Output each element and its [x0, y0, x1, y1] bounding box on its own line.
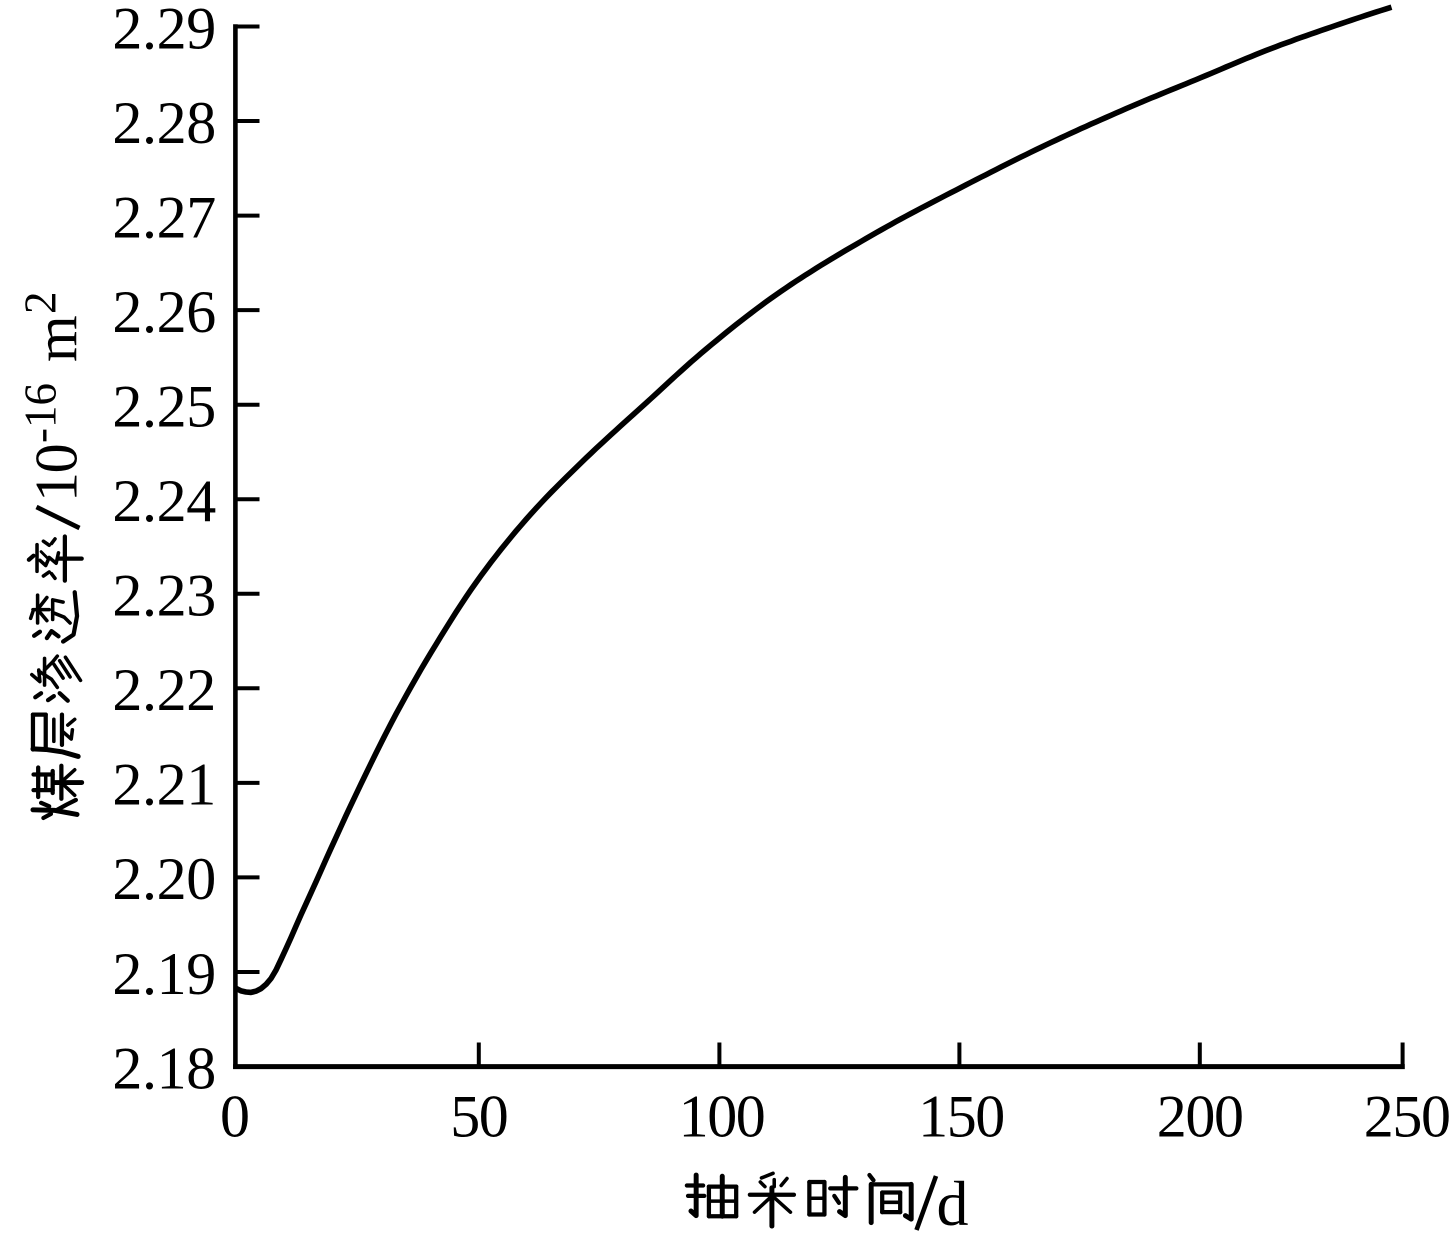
svg-text:2.22: 2.22 [112, 657, 215, 723]
svg-text:2.26: 2.26 [112, 279, 215, 345]
svg-text:200: 200 [1157, 1083, 1243, 1149]
svg-text:d: d [937, 1168, 969, 1239]
svg-text:10: 10 [24, 445, 90, 502]
svg-text:250: 250 [1364, 1083, 1450, 1149]
svg-text:2.19: 2.19 [112, 941, 215, 1007]
svg-text:100: 100 [679, 1083, 765, 1149]
svg-text:150: 150 [918, 1083, 1004, 1149]
svg-text:-16: -16 [16, 383, 66, 443]
svg-text:2.23: 2.23 [112, 563, 215, 629]
svg-text:2.28: 2.28 [112, 90, 215, 156]
svg-text:50: 50 [450, 1083, 507, 1149]
svg-text:2.24: 2.24 [112, 468, 216, 534]
svg-text:2.25: 2.25 [112, 374, 215, 440]
svg-text:2: 2 [16, 292, 66, 315]
svg-text:0: 0 [220, 1083, 249, 1149]
svg-text:2.21: 2.21 [112, 752, 215, 818]
svg-text:m: m [24, 315, 90, 362]
svg-text:2.29: 2.29 [112, 0, 215, 61]
svg-text:2.27: 2.27 [112, 184, 215, 250]
svg-text:2.18: 2.18 [112, 1035, 215, 1101]
svg-text:2.20: 2.20 [112, 846, 215, 912]
